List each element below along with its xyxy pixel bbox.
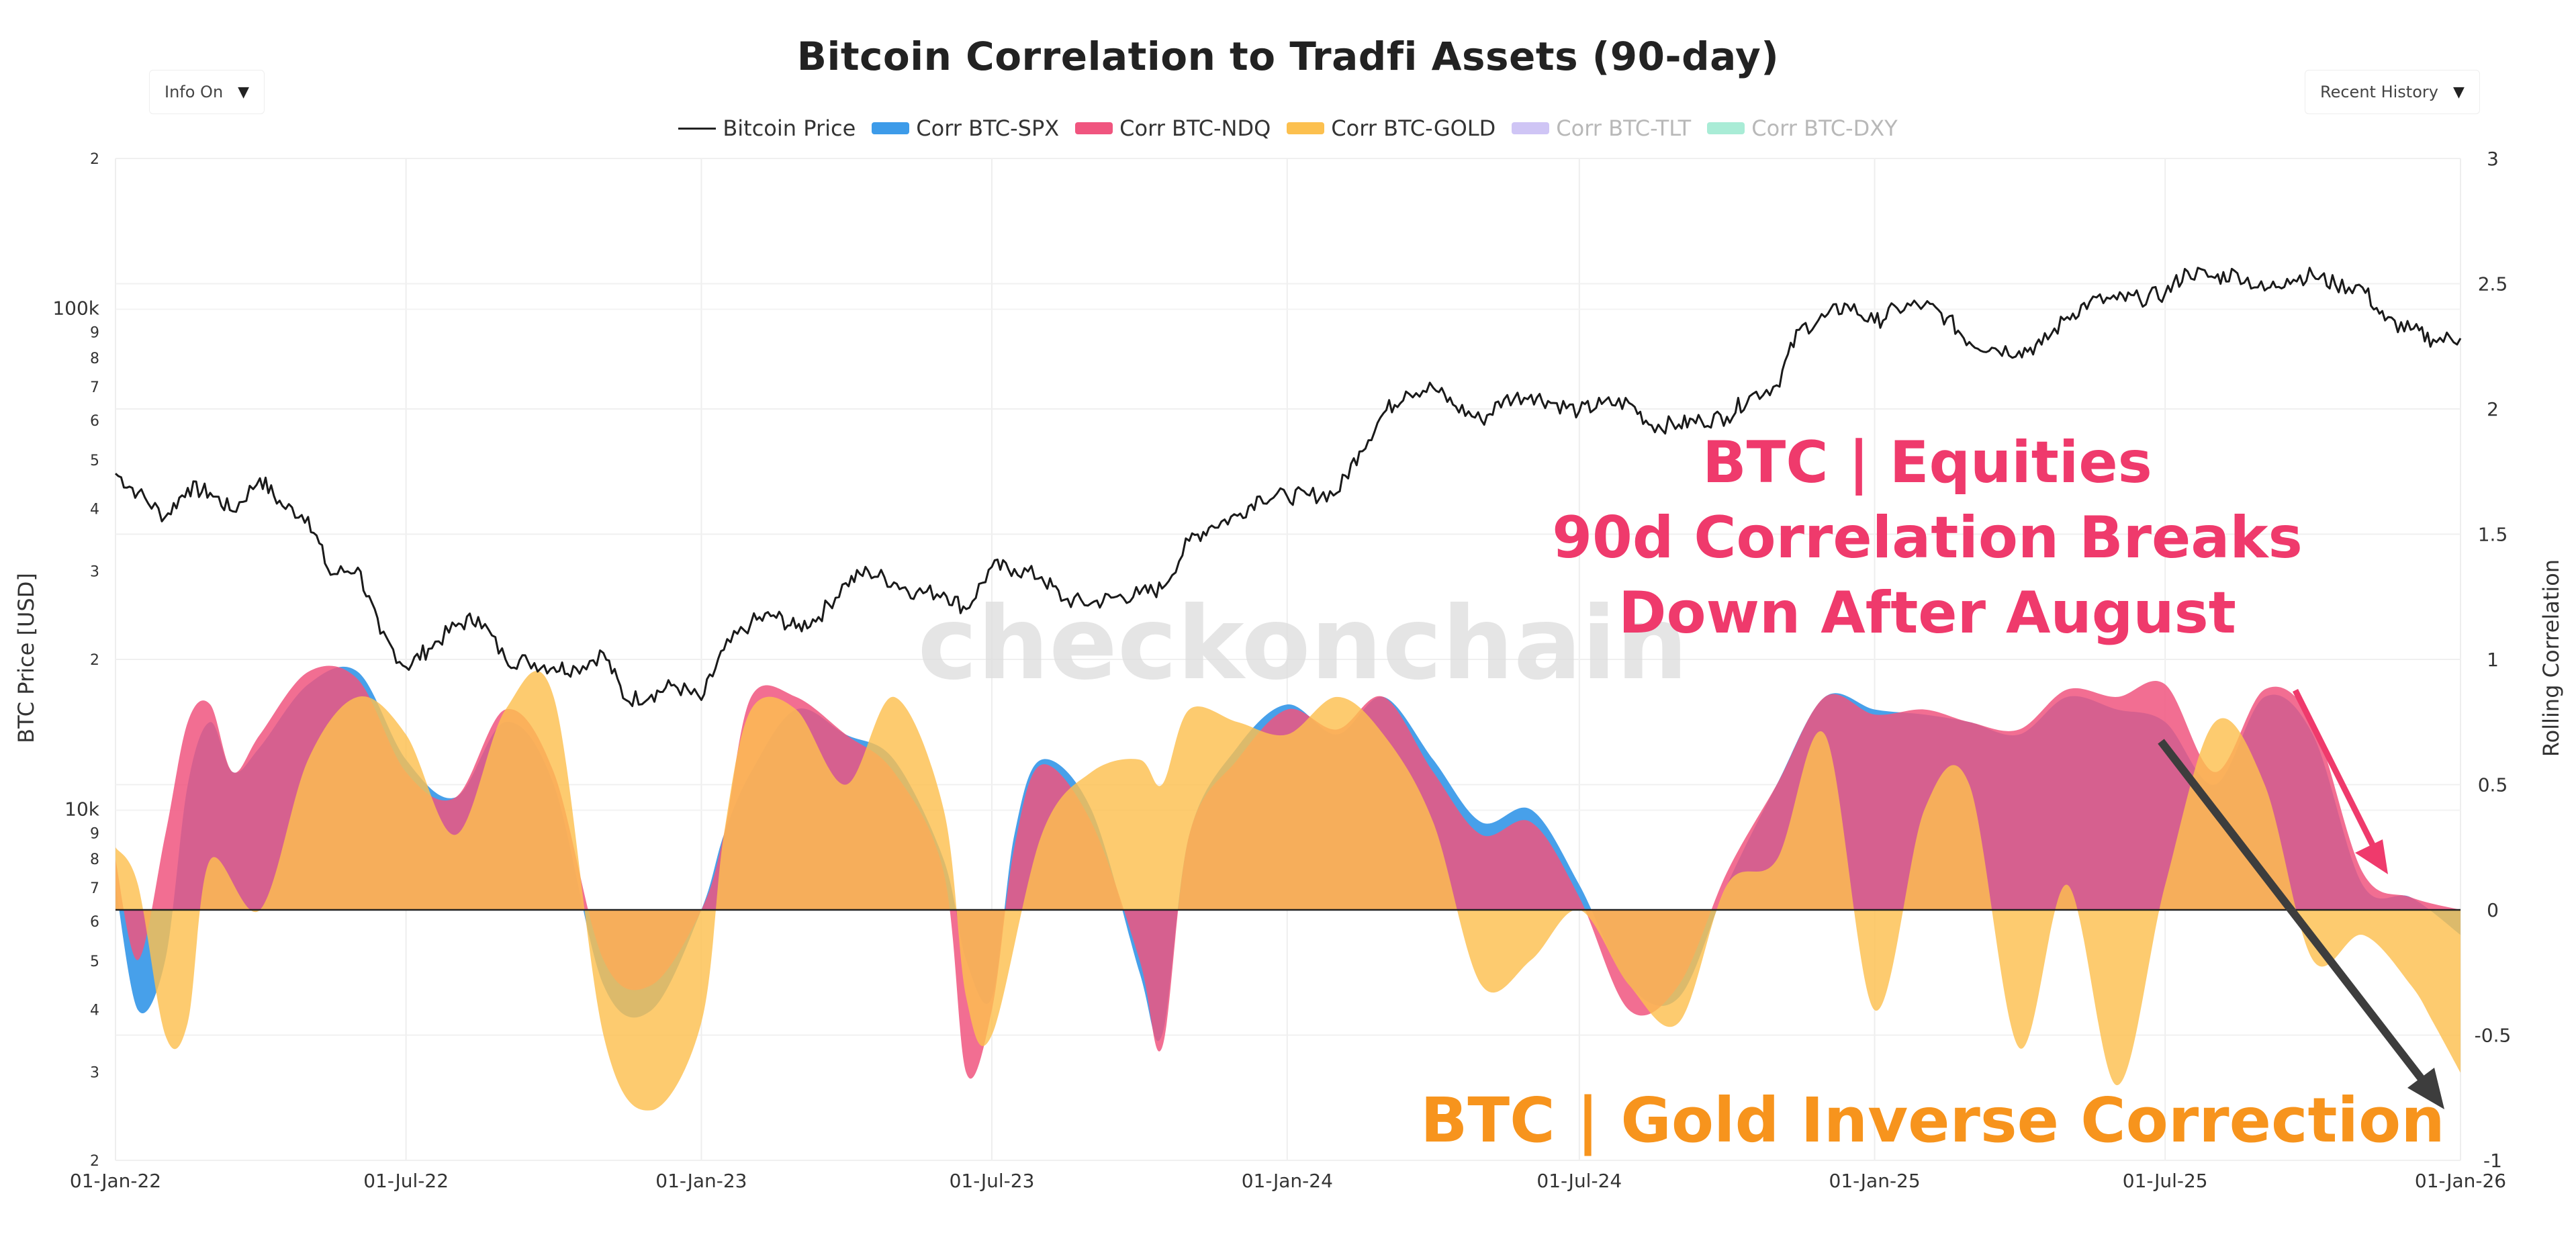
bitcoin-price-line (114, 267, 2462, 707)
y-left-tick-label: 4 (90, 501, 99, 518)
x-tick-label: 01-Jan-24 (1242, 1170, 1333, 1192)
y-left-tick-label: 8 (90, 851, 99, 868)
x-tick-label: 01-Jan-25 (1829, 1170, 1921, 1192)
legend-item-dxy[interactable]: Corr BTC-DXY (1707, 115, 1898, 141)
equities-annotation: BTC | Equities 90d Correlation Breaks Do… (1552, 429, 2303, 647)
info-dropdown-label: Info On (165, 83, 224, 101)
y-left-tick-label: 4 (90, 1002, 99, 1019)
legend-item-gold[interactable]: Corr BTC-GOLD (1287, 115, 1496, 141)
watermark: checkonchain (917, 586, 1688, 702)
y-left-tick-label: 3 (90, 564, 99, 581)
chevron-down-icon: ▼ (238, 83, 250, 101)
y-left-tick-label: 9 (90, 325, 99, 342)
y-axis-left-label: BTC Price [USD] (13, 573, 39, 743)
y-left-tick-label: 7 (90, 379, 99, 396)
equities-annotation-line3: Down After August (1618, 579, 2236, 647)
y-left-tick-label: 2 (90, 652, 99, 669)
legend-label: Corr BTC-GOLD (1331, 115, 1496, 141)
dark-arrow (2158, 739, 2444, 1109)
y-left-tick-label: 6 (90, 413, 99, 430)
chevron-down-icon: ▼ (2452, 83, 2465, 101)
y-right-tick-label: 1 (2487, 649, 2499, 671)
legend-item-ndq[interactable]: Corr BTC-NDQ (1075, 115, 1271, 141)
y-right-tick-label: -0.5 (2475, 1025, 2512, 1047)
legend-item-price[interactable]: Bitcoin Price (678, 115, 856, 141)
y-right-tick-label: 0 (2487, 899, 2499, 921)
y-left-tick-label: 9 (90, 826, 99, 843)
legend-label: Corr BTC-DXY (1751, 115, 1898, 141)
legend-swatch-icon (872, 122, 910, 134)
legend: Bitcoin Price Corr BTC-SPX Corr BTC-NDQ … (0, 115, 2576, 141)
y-left-tick-label: 5 (90, 453, 99, 469)
y-right-tick-label: 0.5 (2478, 774, 2508, 796)
x-tick-label: 01-Jul-23 (950, 1170, 1035, 1192)
legend-swatch-icon (1075, 122, 1113, 134)
y-left-tick-label: 5 (90, 954, 99, 970)
legend-swatch-icon (1287, 122, 1325, 134)
legend-swatch-icon (1512, 122, 1550, 134)
x-tick-label: 01-Jul-22 (363, 1170, 449, 1192)
legend-item-spx[interactable]: Corr BTC-SPX (872, 115, 1059, 141)
equities-annotation-line2: 90d Correlation Breaks (1552, 504, 2303, 571)
y-right-tick-label: 2 (2487, 398, 2499, 420)
x-tick-label: 01-Jul-24 (1536, 1170, 1622, 1192)
legend-item-tlt[interactable]: Corr BTC-TLT (1512, 115, 1691, 141)
correlation-areas (116, 665, 2460, 1111)
y-left-tick-label: 10k (64, 798, 100, 821)
history-dropdown[interactable]: Recent History ▼ (2305, 70, 2480, 114)
pink-arrow (2292, 688, 2388, 874)
x-tick-label: 01-Jul-25 (2123, 1170, 2208, 1192)
legend-label: Bitcoin Price (723, 115, 856, 141)
chart-title: Bitcoin Correlation to Tradfi Assets (90… (796, 34, 1780, 79)
price-layer (114, 267, 2462, 707)
y-left-tick-label: 6 (90, 914, 99, 931)
axis-layer: 01-Jan-22 01-Jul-22 01-Jan-23 01-Jul-23 01-J… (52, 148, 2511, 1192)
y-right-tick-label: 2.5 (2478, 273, 2508, 295)
y-left-tick-label: 2 (90, 1153, 99, 1170)
legend-label: Corr BTC-TLT (1556, 115, 1692, 141)
y-left-tick-label: 7 (90, 880, 99, 897)
y-right-tick-label: 1.5 (2478, 524, 2508, 546)
legend-swatch-icon (1707, 122, 1745, 134)
legend-line-icon (678, 127, 717, 130)
gold-annotation: BTC | Gold Inverse Correction (1420, 1084, 2444, 1156)
x-tick-label: 01-Jan-26 (2415, 1170, 2506, 1192)
y-left-tick-label: 2 (90, 151, 99, 168)
info-dropdown[interactable]: Info On ▼ (149, 70, 265, 114)
x-tick-label: 01-Jan-22 (70, 1170, 161, 1192)
y-left-tick-label: 8 (90, 351, 99, 367)
x-tick-label: 01-Jan-23 (655, 1170, 747, 1192)
y-left-tick-label: 3 (90, 1065, 99, 1082)
y-right-tick-label: 3 (2487, 148, 2499, 170)
legend-label: Corr BTC-SPX (916, 115, 1060, 141)
legend-label: Corr BTC-NDQ (1119, 115, 1271, 141)
y-axis-right-label: Rolling Correlation (2538, 559, 2564, 757)
y-right-tick-label: -1 (2483, 1150, 2502, 1172)
y-left-tick-label: 100k (52, 297, 99, 320)
equities-annotation-line1: BTC | Equities (1702, 429, 2152, 496)
history-dropdown-label: Recent History (2320, 83, 2438, 101)
area-btc-gold (116, 671, 2460, 1111)
